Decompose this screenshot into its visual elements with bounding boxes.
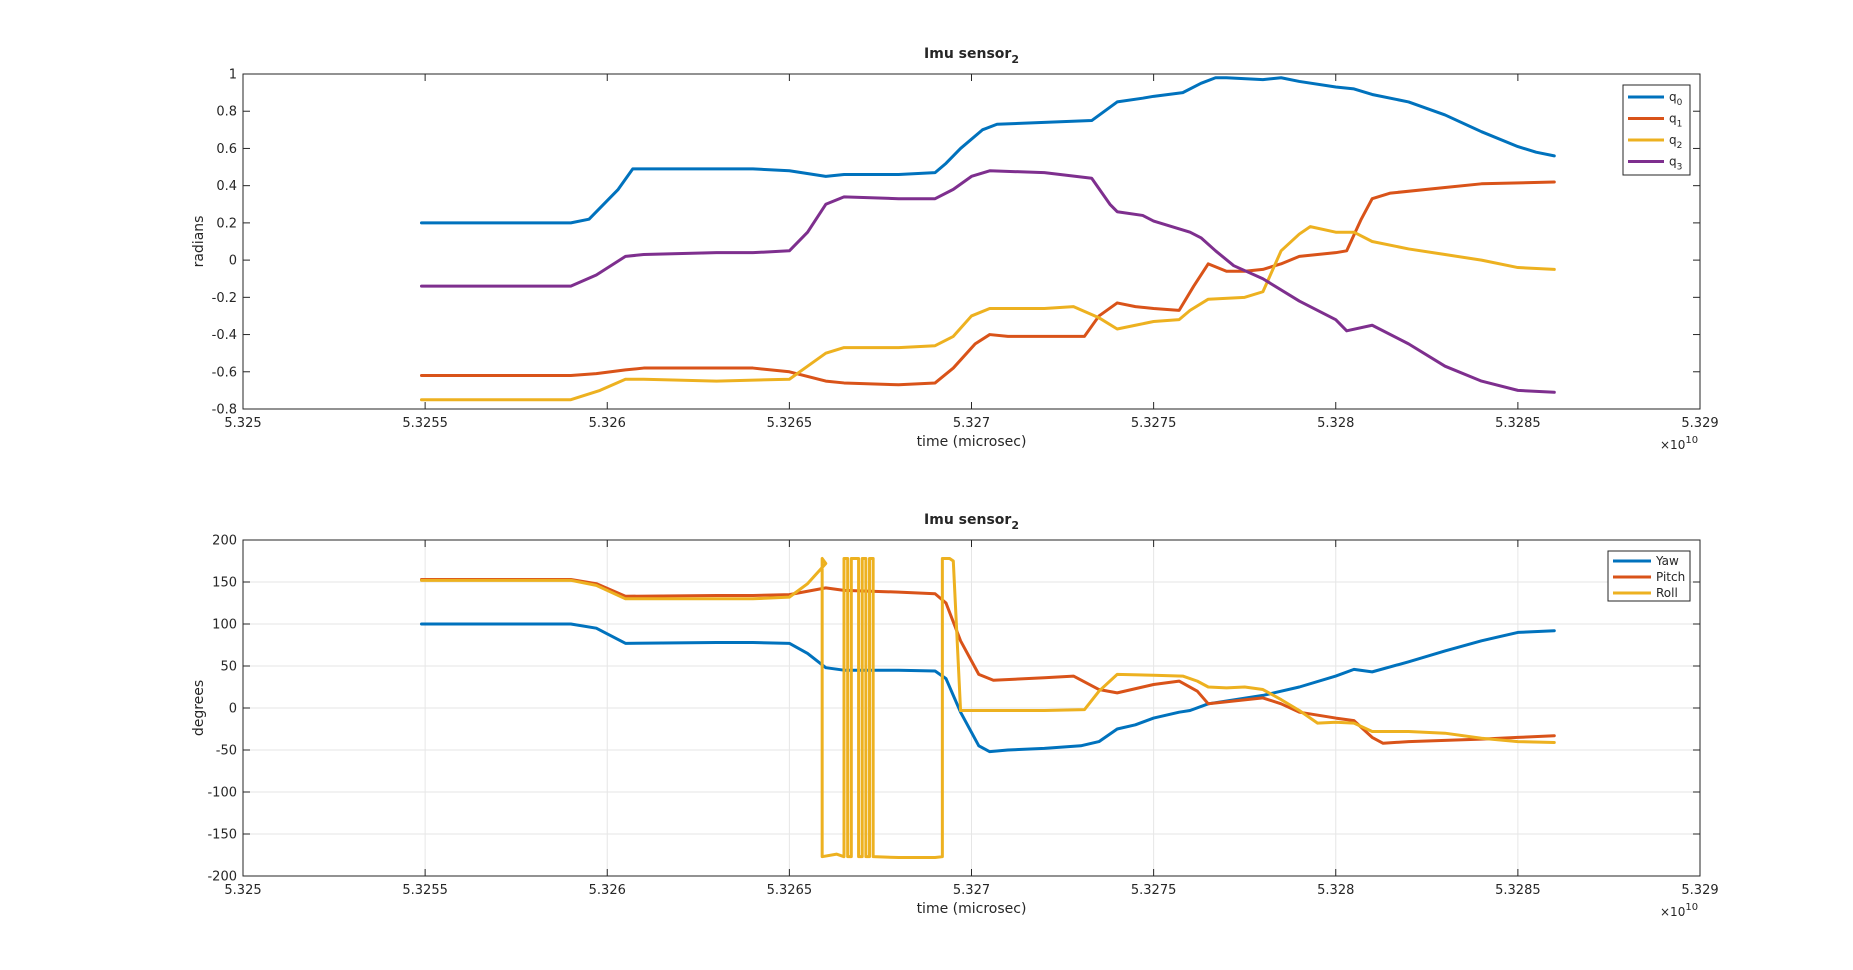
legend-entry: Pitch [1656,570,1685,584]
y-tick-label: -50 [216,744,237,759]
legend-entry: Yaw [1655,554,1679,568]
y-tick-label: -150 [207,828,237,843]
x-tick-label: 5.326 [589,883,626,898]
y-tick-label: 0 [229,254,237,269]
legend-entry: q1 [1669,112,1682,130]
y-tick-label: 1 [229,68,237,83]
x-tick-label: 5.3255 [402,416,448,431]
chart-quaternion: 5.325 5.3255 5.326 5.3265 5.327 5.3275 5.328 5.… [191,46,1719,452]
x-exponent-label: ×1010 [1660,435,1698,452]
x-tick-label: 5.3285 [1495,416,1541,431]
series-line-q0 [419,76,1556,225]
y-tick-label: -0.2 [212,291,237,306]
y-tick-label: 0.8 [216,105,237,120]
legend-entry: Roll [1656,586,1678,600]
chart-euler-angles: 5.325 5.3255 5.326 5.3265 5.327 5.3275 5.328 5.… [191,512,1719,919]
x-tick-label: 5.329 [1681,416,1718,431]
y-tick-label: -0.4 [212,328,237,343]
series-line-yaw [419,622,1556,754]
legend-entry: q2 [1669,133,1682,151]
plot-area [243,74,1700,409]
chart-title: Imu sensor2 [924,46,1019,66]
x-tick-label: 5.327 [953,416,990,431]
y-tick-label: 0.2 [216,216,237,231]
y-tick-label: -100 [207,786,237,801]
x-tick-label: 5.329 [1681,883,1718,898]
x-tick-label: 5.326 [589,416,626,431]
x-tick-label: 5.325 [224,416,261,431]
chart-title: Imu sensor2 [924,512,1019,532]
x-tick-label: 5.3265 [767,416,813,431]
x-tick-label: 5.328 [1317,416,1354,431]
y-axis-label: radians [191,216,207,268]
series-line-q2 [419,225,1556,402]
x-axis-label: time (microsec) [917,434,1027,450]
x-tick-label: 5.3265 [767,883,813,898]
x-tick-label: 5.3255 [402,883,448,898]
y-tick-label: -200 [207,870,237,885]
y-tick-label: 0.4 [216,179,237,194]
legend-entry: q0 [1669,90,1683,108]
y-axis-label: degrees [191,680,207,736]
x-tick-label: 5.327 [953,883,990,898]
y-tick-label: 150 [212,576,237,591]
x-exponent-label: ×1010 [1660,902,1698,919]
y-tick-label: 200 [212,534,237,549]
x-tick-label: 5.3275 [1131,883,1177,898]
y-tick-label: 50 [220,660,237,675]
y-tick-label: -0.6 [212,365,237,380]
x-tick-label: 5.3275 [1131,416,1177,431]
x-axis-label: time (microsec) [917,901,1027,917]
series-line-roll [419,556,1556,860]
y-tick-label: 0 [229,702,237,717]
y-tick-label: -0.8 [212,403,237,418]
y-tick-label: 100 [212,618,237,633]
legend-entry: q3 [1669,155,1682,173]
x-tick-label: 5.325 [224,883,261,898]
series-line-q1 [419,180,1556,387]
x-tick-label: 5.328 [1317,883,1354,898]
series-line-q3 [419,169,1556,394]
y-tick-label: 0.6 [216,142,237,157]
x-tick-label: 5.3285 [1495,883,1541,898]
